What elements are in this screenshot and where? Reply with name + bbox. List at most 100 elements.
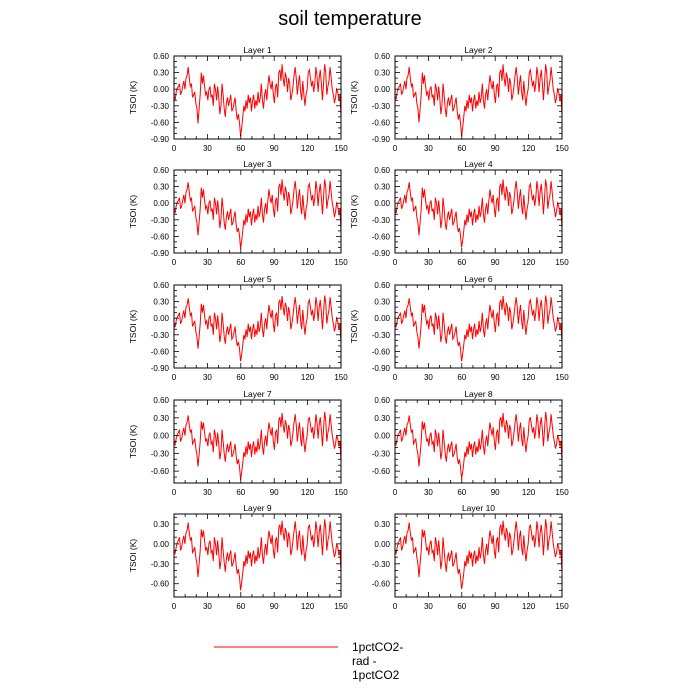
x-tick-label: 30 (424, 373, 433, 382)
series-line (174, 64, 341, 137)
panel-title: Layer 8 (464, 389, 493, 399)
x-tick-label: 90 (270, 488, 279, 497)
x-tick-label: 150 (555, 488, 569, 497)
panel-layer-10: -0.60 -0.30 0.00 0.30 0 30 60 90 120 150 Layer 10 (372, 503, 569, 611)
x-tick-label: 120 (301, 488, 315, 497)
y-tick-label: -0.60 (151, 232, 170, 241)
y-tick-label: 0.30 (374, 414, 390, 423)
x-tick-label: 150 (334, 144, 348, 153)
x-tick-label: 30 (424, 144, 433, 153)
series-line (395, 295, 562, 362)
x-tick-label: 60 (236, 258, 245, 267)
x-tick-label: 120 (301, 602, 315, 611)
panel-title: Layer 1 (243, 45, 272, 55)
y-axis-label: TSOI (K) (128, 195, 138, 229)
y-tick-label: -0.60 (372, 580, 391, 589)
panel-layer-2: -0.90 -0.60 -0.30 0.00 0.30 0.60 0 30 60 90 120 150… (349, 45, 569, 153)
y-tick-label: 0.60 (153, 52, 169, 61)
x-tick-label: 60 (457, 144, 466, 153)
panel-title: Layer 3 (243, 159, 272, 169)
plot-frame (173, 513, 342, 598)
y-tick-label: 0.30 (153, 298, 169, 307)
series-line (395, 179, 562, 248)
x-tick-label: 90 (491, 144, 500, 153)
plot-frame (394, 55, 563, 140)
panel-layer-9: -0.60 -0.30 0.00 0.30 0 30 60 90 120 150 Layer 9 TS… (128, 503, 348, 611)
y-tick-label: 0.30 (374, 69, 390, 78)
y-tick-label: -0.30 (151, 102, 170, 111)
y-tick-label: 0.30 (374, 298, 390, 307)
x-tick-label: 60 (236, 144, 245, 153)
y-tick-label: 0.60 (374, 396, 390, 405)
x-tick-label: 30 (424, 258, 433, 267)
y-tick-label: -0.90 (151, 135, 170, 144)
y-tick-label: 0.00 (374, 85, 390, 94)
y-tick-label: 0.30 (374, 520, 390, 529)
y-tick-label: -0.30 (151, 216, 170, 225)
panel-layer-4: -0.90 -0.60 -0.30 0.00 0.30 0.60 0 30 60 90 120 150… (349, 159, 569, 267)
y-tick-label: -0.60 (372, 118, 391, 127)
panel-title: Layer 2 (464, 45, 493, 55)
y-tick-label: -0.90 (372, 364, 391, 373)
x-tick-label: 120 (522, 602, 536, 611)
y-tick-label: -0.60 (151, 467, 170, 476)
y-tick-label: 0.00 (374, 199, 390, 208)
x-tick-label: 30 (424, 602, 433, 611)
x-tick-label: 0 (393, 602, 398, 611)
x-tick-label: 0 (172, 144, 177, 153)
y-tick-label: 0.60 (153, 396, 169, 405)
y-tick-label: -0.90 (151, 364, 170, 373)
y-axis-label: TSOI (K) (349, 310, 359, 344)
panel-title: Layer 9 (243, 503, 272, 513)
y-tick-label: -0.90 (372, 249, 391, 258)
series-line (174, 179, 341, 249)
x-tick-label: 120 (522, 373, 536, 382)
y-tick-label: 0.00 (153, 314, 169, 323)
plot-frame (173, 55, 342, 140)
plot-frame (173, 169, 342, 254)
x-tick-label: 90 (270, 373, 279, 382)
y-tick-label: -0.30 (372, 560, 391, 569)
y-tick-label: 0.60 (153, 281, 169, 290)
y-tick-label: 0.00 (374, 540, 390, 549)
x-tick-label: 0 (393, 488, 398, 497)
y-tick-label: -0.30 (372, 216, 391, 225)
series-line (174, 519, 341, 591)
panel-layer-5: -0.90 -0.60 -0.30 0.00 0.30 0.60 0 30 60 90 120 150… (128, 274, 348, 382)
y-tick-label: 0.00 (153, 540, 169, 549)
panel-layer-6: -0.90 -0.60 -0.30 0.00 0.30 0.60 0 30 60 90 120 150… (349, 274, 569, 382)
y-tick-label: -0.30 (151, 449, 170, 458)
y-axis-label: TSOI (K) (128, 425, 138, 459)
panel-layer-8: -0.60 -0.30 0.00 0.30 0.60 0 30 60 90 120 150 Layer… (372, 389, 569, 497)
panel-title: Layer 4 (464, 159, 493, 169)
y-tick-label: 0.60 (153, 166, 169, 175)
y-tick-label: 0.30 (153, 414, 169, 423)
x-tick-label: 0 (393, 144, 398, 153)
x-tick-label: 150 (334, 602, 348, 611)
y-axis-label: TSOI (K) (128, 81, 138, 115)
plot-frame (394, 284, 563, 369)
y-tick-label: 0.00 (374, 432, 390, 441)
x-tick-label: 30 (203, 488, 212, 497)
x-tick-label: 30 (203, 144, 212, 153)
x-tick-label: 120 (301, 373, 315, 382)
x-tick-label: 120 (522, 258, 536, 267)
x-tick-label: 90 (270, 602, 279, 611)
x-tick-label: 90 (491, 258, 500, 267)
y-tick-label: -0.30 (151, 560, 170, 569)
x-tick-label: 60 (457, 488, 466, 497)
x-tick-label: 120 (522, 144, 536, 153)
x-tick-label: 30 (424, 488, 433, 497)
panel-title: Layer 7 (243, 389, 272, 399)
x-tick-label: 150 (555, 258, 569, 267)
y-tick-label: -0.60 (151, 118, 170, 127)
y-tick-label: 0.30 (153, 183, 169, 192)
x-tick-label: 90 (491, 373, 500, 382)
x-tick-label: 150 (555, 602, 569, 611)
y-tick-label: -0.30 (372, 102, 391, 111)
panel-layer-1: -0.90 -0.60 -0.30 0.00 0.30 0.60 0 30 60 90 120 150… (128, 45, 348, 153)
panel-title: Layer 6 (464, 274, 493, 284)
x-tick-label: 0 (172, 373, 177, 382)
x-tick-label: 90 (270, 258, 279, 267)
x-tick-label: 90 (270, 144, 279, 153)
